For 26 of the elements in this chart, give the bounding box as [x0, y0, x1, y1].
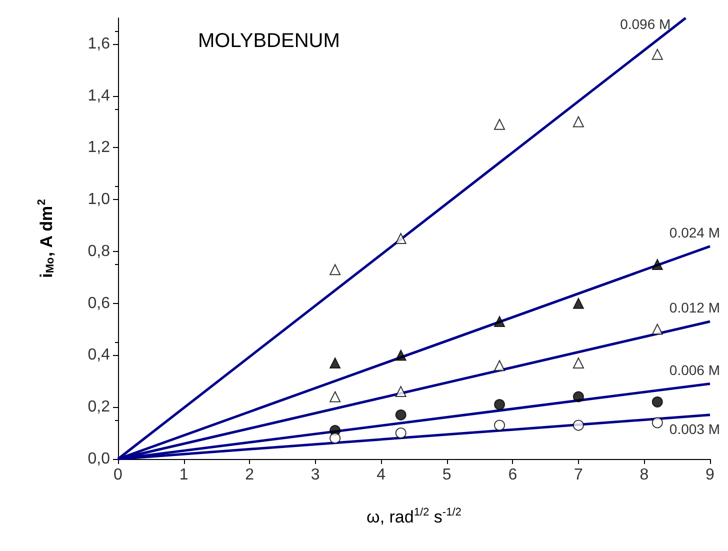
y-tick-label: 0,8	[88, 242, 110, 260]
x-tick-label: 9	[706, 466, 715, 484]
y-tick-label: 0,4	[88, 346, 110, 364]
series-label: 0.024 M	[669, 224, 720, 240]
y-tick-label: 0,2	[88, 398, 110, 416]
y-tick-label: 0,0	[88, 450, 110, 468]
y-axis-title: iMo, A dm2	[36, 199, 56, 278]
x-tick-label: 2	[245, 466, 254, 484]
y-tick-label: 1,0	[88, 191, 110, 208]
series-label: 0.096 M	[620, 16, 671, 32]
text: MOLYBDENUM	[198, 30, 340, 52]
x-tick-label: 8	[640, 466, 649, 484]
y-tick-label: 1,4	[88, 87, 110, 104]
x-tick-label: 5	[442, 466, 452, 484]
x-tick-label: 4	[376, 466, 386, 484]
x-tick-label: 3	[310, 466, 320, 484]
y-tick-label: 1,2	[88, 139, 110, 156]
x-tick-label: 1	[179, 466, 188, 484]
series-label: 0.012 M	[669, 300, 720, 316]
y-tick-label: 0,6	[88, 294, 110, 312]
x-tick-label: 7	[574, 466, 583, 484]
x-tick-label: 0	[114, 466, 123, 484]
series-label: 0.003 M	[669, 420, 720, 437]
y-tick-label: 1,6	[88, 35, 110, 52]
x-tick-label: 6	[508, 466, 518, 484]
series-label: 0.006 M	[669, 362, 720, 378]
